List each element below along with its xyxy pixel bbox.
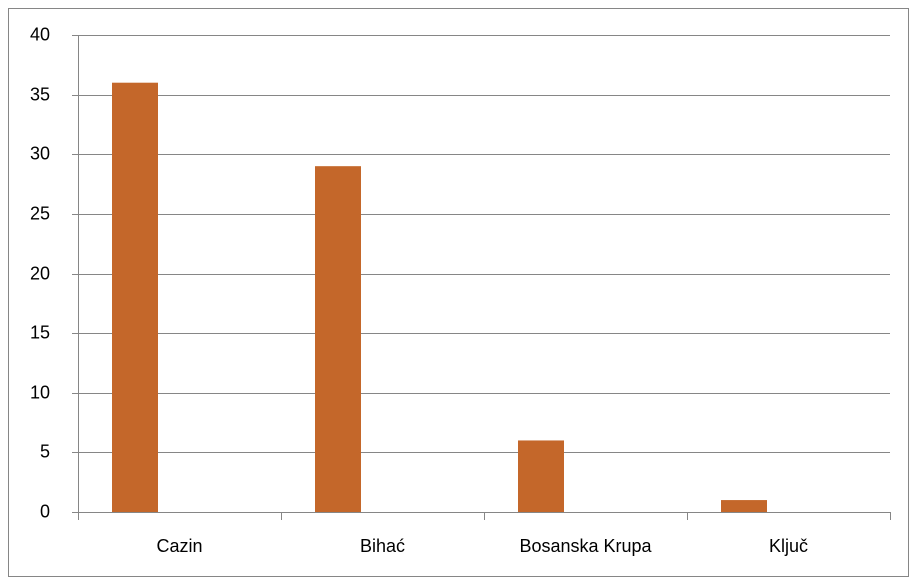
- bar: [315, 166, 361, 513]
- bar: [721, 500, 767, 512]
- y-tick-label: 40: [30, 24, 50, 44]
- y-tick-label: 0: [40, 501, 50, 521]
- y-tick-label: 20: [30, 263, 50, 283]
- y-tick-label: 15: [30, 322, 50, 342]
- y-tick-label: 35: [30, 84, 50, 104]
- y-tick-label: 10: [30, 382, 50, 402]
- x-tick-label: Bosanska Krupa: [519, 536, 652, 556]
- y-tick-label: 5: [40, 441, 50, 461]
- y-tick-label: 30: [30, 143, 50, 163]
- x-tick-label: Cazin: [156, 536, 202, 556]
- x-tick-label: Ključ: [769, 536, 808, 556]
- x-tick-label: Bihać: [360, 536, 405, 556]
- y-tick-label: 25: [30, 203, 50, 223]
- bar: [112, 82, 158, 512]
- bar: [518, 440, 564, 512]
- chart-frame: [8, 8, 909, 577]
